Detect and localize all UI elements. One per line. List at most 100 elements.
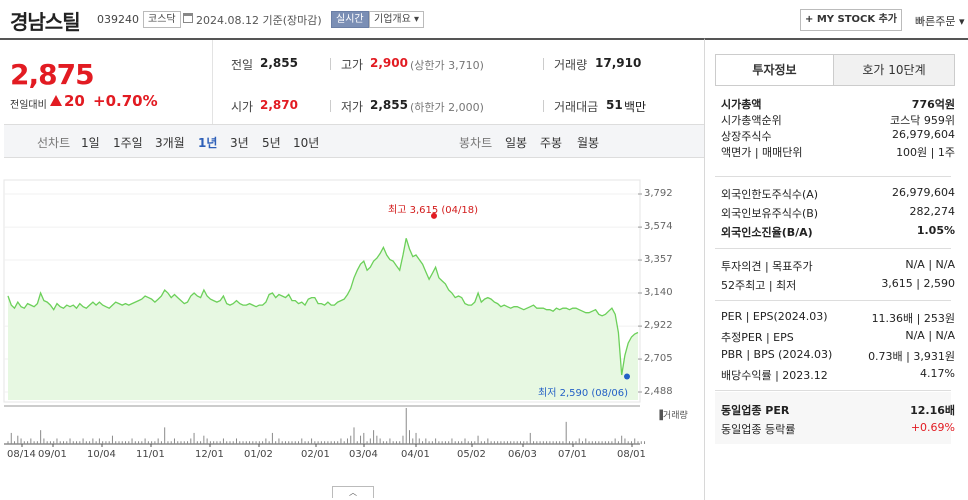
- amount-value: 51: [606, 98, 623, 112]
- tab-invest-info[interactable]: 투자정보: [715, 54, 834, 86]
- info-value: 1.05%: [916, 224, 955, 237]
- amount-unit: 백만: [624, 100, 647, 114]
- volume-label: 거래량: [554, 58, 588, 72]
- candle-weekly[interactable]: 주봉: [540, 136, 563, 150]
- stock-name: 경남스틸: [10, 10, 81, 34]
- info-key: 외국인보유주식수(B): [721, 207, 819, 220]
- stock-code: 039240: [97, 13, 139, 26]
- volume-legend-label: 거래량: [662, 411, 688, 421]
- price-summary: 2,875 전일대비 20 +0.70% 전일 2,855 고가 2,900 (…: [0, 38, 704, 126]
- period-1d[interactable]: 1일: [81, 136, 100, 150]
- x-tick-label: 09/01: [38, 449, 67, 460]
- x-tick-label: 05/02: [457, 449, 486, 460]
- separator: [330, 100, 331, 112]
- x-tick-label: 08/14: [7, 449, 36, 460]
- x-tick-label: 08/01: [617, 449, 646, 460]
- prev-close-label: 전일: [231, 58, 254, 72]
- info-value: N/A | N/A: [905, 329, 955, 342]
- upper-limit: (상한가 3,710): [410, 59, 484, 72]
- x-tick-label: 10/04: [87, 449, 116, 460]
- period-1y[interactable]: 1년: [198, 136, 218, 150]
- volume-value: 17,910: [595, 56, 642, 70]
- industry-box: [715, 392, 951, 444]
- high-annotation: 최고 3,615 (04/18): [388, 205, 479, 216]
- x-tick-label: 11/01: [136, 449, 165, 460]
- info-panel: 투자정보 호가 10단계 시가총액 776억원 시가총액순위 코스닥 959위 상장주식…: [704, 38, 968, 500]
- x-tick-label: 06/03: [508, 449, 537, 460]
- y-tick-label: 3,574: [644, 221, 673, 233]
- low-value: 2,855: [370, 98, 408, 112]
- info-value: 26,979,604: [892, 128, 955, 141]
- volume-legend: ▐거래량: [656, 408, 688, 421]
- section-divider: [715, 248, 951, 249]
- add-mystock-button[interactable]: + MY STOCK 추가: [800, 9, 902, 31]
- realtime-badge[interactable]: 실시간: [331, 11, 369, 28]
- candle-monthly[interactable]: 월봉: [577, 136, 600, 150]
- x-tick-label: 04/01: [401, 449, 430, 460]
- period-1w[interactable]: 1주일: [113, 136, 143, 150]
- low-annotation: 최저 2,590 (08/06): [538, 388, 629, 399]
- y-tick-label: 2,922: [644, 320, 673, 332]
- section-divider: [715, 390, 951, 391]
- high-label: 고가: [341, 58, 364, 72]
- candle-chart-label: 봉차트: [459, 136, 493, 150]
- x-tick-label: 03/04: [349, 449, 378, 460]
- y-tick-label: 3,357: [644, 254, 673, 266]
- collapse-button[interactable]: ︿: [332, 486, 374, 498]
- prev-close-value: 2,855: [260, 56, 298, 70]
- line-chart-label: 선차트: [37, 136, 71, 150]
- up-triangle-icon: [50, 95, 62, 106]
- info-key: 상장주식수: [721, 130, 772, 143]
- open-value: 2,870: [260, 98, 298, 112]
- calendar-icon: [183, 13, 193, 23]
- corp-info-dropdown[interactable]: 기업개요 ▾: [369, 11, 424, 28]
- separator: [543, 58, 544, 70]
- price-chart: 3,792 3,574 3,357 3,140 2,922 2,705 2,488 08/1…: [0, 158, 704, 500]
- open-label: 시가: [231, 100, 254, 114]
- stock-header: 경남스틸 039240 코스닥 2024.08.12 기준(장마감) 실시간 기…: [0, 0, 968, 38]
- info-key: 투자의견 | 목표주가: [721, 260, 813, 273]
- price-line: [7, 238, 639, 376]
- x-tick-label: 07/01: [558, 449, 587, 460]
- separator: [330, 58, 331, 70]
- plot-frame: [3, 179, 641, 403]
- info-value: 282,274: [909, 205, 956, 218]
- info-key: 추정PER | EPS: [721, 331, 794, 344]
- high-marker: [431, 212, 437, 219]
- info-key: 액면가 | 매매단위: [721, 146, 803, 159]
- market-badge: 코스닥: [143, 11, 181, 28]
- change-value: 20: [64, 92, 85, 110]
- period-toolbar: 선차트 1일 1주일 3개월 1년 3년 5년 10년 봉차트 일봉 주봉 월봉: [4, 124, 704, 158]
- divider: [212, 40, 213, 126]
- info-key: 52주최고 | 최저: [721, 279, 797, 292]
- change-label: 전일대비: [10, 100, 47, 111]
- y-tick-label: 2,705: [644, 353, 673, 365]
- info-value: 12.16배: [910, 404, 955, 417]
- period-10y[interactable]: 10년: [293, 136, 320, 150]
- info-value: 776억원: [911, 98, 955, 111]
- low-label: 저가: [341, 100, 364, 114]
- info-key: 시가총액순위: [721, 114, 782, 127]
- current-price: 2,875: [10, 58, 95, 91]
- lower-limit: (하한가 2,000): [410, 101, 484, 114]
- tab-quote-10[interactable]: 호가 10단계: [833, 54, 955, 86]
- separator: [543, 100, 544, 112]
- x-tick-label: 12/01: [195, 449, 224, 460]
- fast-order-button[interactable]: 빠른주문 ▾: [915, 15, 965, 28]
- info-value: 100원 | 1주: [896, 146, 955, 159]
- volume-legend-swatch: ▐: [656, 411, 663, 421]
- period-3y[interactable]: 3년: [230, 136, 249, 150]
- info-key: PBR | BPS (2024.03): [721, 348, 833, 361]
- info-key: 배당수익률 | 2023.12: [721, 369, 828, 382]
- base-date: 2024.08.12 기준(장마감): [196, 14, 322, 27]
- candle-daily[interactable]: 일봉: [505, 136, 528, 150]
- section-divider: [715, 176, 951, 177]
- info-key: 외국인소진율(B/A): [721, 226, 813, 239]
- change-percent: +0.70%: [93, 92, 158, 110]
- tab-underline: [715, 85, 955, 86]
- high-value: 2,900: [370, 56, 408, 70]
- x-tick-label: 02/01: [301, 449, 330, 460]
- period-3m[interactable]: 3개월: [155, 136, 185, 150]
- period-5y[interactable]: 5년: [262, 136, 281, 150]
- info-key: 동일업종 PER: [721, 404, 790, 417]
